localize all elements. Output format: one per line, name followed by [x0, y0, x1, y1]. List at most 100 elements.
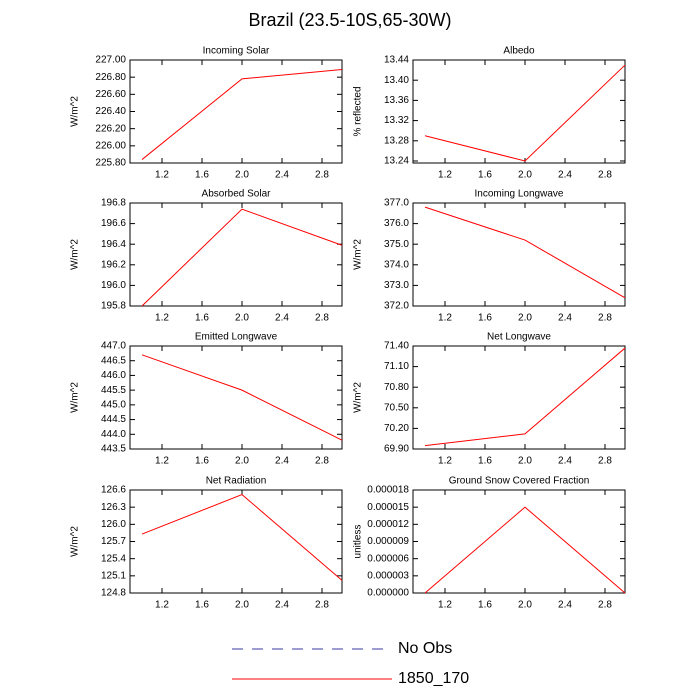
y-tick-label: 70.20 — [384, 423, 409, 434]
x-tick-label: 2.0 — [518, 313, 532, 324]
y-tick-label: 0.000000 — [367, 588, 409, 599]
y-tick-label: 446.5 — [101, 355, 126, 366]
y-tick-label: 13.36 — [384, 95, 409, 106]
x-tick-label: 1.2 — [438, 600, 452, 611]
x-tick-label: 1.6 — [195, 170, 209, 181]
x-tick-label: 2.4 — [558, 600, 572, 611]
y-tick-label: 0.000018 — [367, 485, 409, 496]
x-tick-label: 2.0 — [518, 456, 532, 467]
x-tick-label: 2.0 — [235, 456, 249, 467]
plot-frame — [129, 202, 343, 307]
x-tick-label: 2.4 — [558, 170, 572, 181]
y-tick-label: 13.40 — [384, 75, 409, 86]
y-tick-label: 69.90 — [384, 444, 409, 455]
x-tick-label: 2.8 — [315, 600, 329, 611]
x-tick-label: 2.8 — [598, 170, 612, 181]
series-line — [141, 68, 343, 160]
x-tick-label: 2.4 — [558, 456, 572, 467]
x-tick-label: 1.6 — [195, 600, 209, 611]
x-tick-label: 2.8 — [315, 313, 329, 324]
y-axis-label: W/m^2 — [353, 239, 364, 270]
series-line — [424, 347, 626, 447]
y-tick-label: 377.0 — [384, 198, 409, 209]
plot-frame — [412, 345, 626, 450]
y-tick-label: 447.0 — [101, 341, 126, 352]
y-tick-label: 0.000015 — [367, 502, 409, 513]
y-tick-label: 0.000003 — [367, 570, 409, 581]
x-tick-label: 2.8 — [598, 456, 612, 467]
y-tick-label: 195.8 — [101, 301, 126, 312]
x-tick-label: 1.2 — [438, 170, 452, 181]
panel-title: Incoming Longwave — [475, 189, 564, 200]
x-tick-label: 1.2 — [155, 600, 169, 611]
series-line — [141, 208, 343, 307]
x-tick-label: 2.4 — [275, 600, 289, 611]
x-tick-label: 2.0 — [235, 313, 249, 324]
y-tick-label: 13.24 — [384, 156, 409, 167]
series-line — [424, 206, 626, 299]
x-tick-label: 2.8 — [598, 600, 612, 611]
y-tick-label: 226.00 — [95, 140, 126, 151]
x-tick-label: 2.0 — [235, 600, 249, 611]
series-line — [141, 494, 343, 581]
y-tick-label: 444.5 — [101, 414, 126, 425]
panel-title: Net Radiation — [206, 476, 267, 487]
y-axis-label: W/m^2 — [353, 382, 364, 413]
x-tick-label: 1.2 — [438, 313, 452, 324]
y-tick-label: 13.28 — [384, 135, 409, 146]
y-tick-label: 71.10 — [384, 361, 409, 372]
y-tick-label: 124.8 — [101, 588, 126, 599]
y-tick-label: 226.80 — [95, 72, 126, 83]
y-tick-label: 196.2 — [101, 259, 126, 270]
y-tick-label: 225.80 — [95, 158, 126, 169]
x-tick-label: 1.6 — [478, 313, 492, 324]
y-tick-label: 0.000009 — [367, 536, 409, 547]
y-axis-label: W/m^2 — [70, 382, 81, 413]
x-tick-label: 2.4 — [275, 456, 289, 467]
y-tick-label: 226.40 — [95, 106, 126, 117]
y-tick-label: 196.4 — [101, 239, 126, 250]
x-tick-label: 2.8 — [315, 170, 329, 181]
panel-title: Ground Snow Covered Fraction — [449, 476, 590, 487]
y-tick-label: 374.0 — [384, 259, 409, 270]
y-tick-label: 126.3 — [101, 502, 126, 513]
x-tick-label: 2.4 — [558, 313, 572, 324]
y-tick-label: 376.0 — [384, 218, 409, 229]
y-tick-label: 227.00 — [95, 55, 126, 66]
x-tick-label: 2.4 — [275, 313, 289, 324]
panel-title: Net Longwave — [487, 332, 551, 343]
panel-title: Emitted Longwave — [195, 332, 278, 343]
x-tick-label: 2.0 — [518, 600, 532, 611]
x-tick-label: 1.6 — [195, 456, 209, 467]
y-tick-label: 373.0 — [384, 280, 409, 291]
plot-frame — [129, 345, 343, 450]
x-tick-label: 1.6 — [195, 313, 209, 324]
x-tick-label: 2.8 — [598, 313, 612, 324]
plot-frame — [129, 59, 343, 164]
x-tick-label: 2.8 — [315, 456, 329, 467]
plot-frame — [412, 59, 626, 164]
y-axis-label: W/m^2 — [70, 239, 81, 270]
y-tick-label: 13.44 — [384, 55, 409, 66]
series-line — [424, 64, 626, 162]
y-tick-label: 446.0 — [101, 370, 126, 381]
y-tick-label: 196.8 — [101, 198, 126, 209]
panel-title: Incoming Solar — [203, 46, 270, 57]
y-tick-label: 126.0 — [101, 519, 126, 530]
y-tick-label: 126.6 — [101, 485, 126, 496]
x-tick-label: 1.6 — [478, 600, 492, 611]
x-tick-label: 1.2 — [155, 313, 169, 324]
legend-label: 1850_170 — [398, 670, 469, 687]
y-tick-label: 196.6 — [101, 218, 126, 229]
y-tick-label: 226.20 — [95, 123, 126, 134]
y-tick-label: 0.000006 — [367, 553, 409, 564]
y-tick-label: 70.80 — [384, 382, 409, 393]
plot-frame — [412, 489, 626, 594]
y-tick-label: 70.50 — [384, 402, 409, 413]
x-tick-label: 1.6 — [478, 170, 492, 181]
x-tick-label: 2.0 — [518, 170, 532, 181]
y-tick-label: 196.0 — [101, 280, 126, 291]
chart-title: Brazil (23.5-10S,65-30W) — [248, 10, 451, 30]
y-tick-label: 375.0 — [384, 239, 409, 250]
